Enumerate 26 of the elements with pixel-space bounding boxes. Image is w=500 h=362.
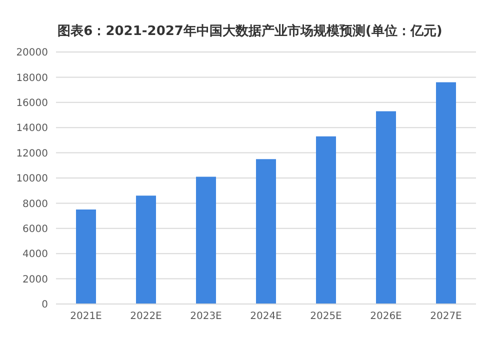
y-tick-label: 8000 [22,198,48,210]
y-tick-label: 16000 [16,98,48,109]
y-tick-label: 18000 [16,72,48,84]
y-tick-label: 4000 [22,249,48,260]
bar [256,159,276,304]
bar [76,210,96,304]
bar [196,176,216,304]
bar [436,82,456,304]
bar [376,111,396,304]
x-tick-label: 2022E [130,311,162,322]
bar [316,136,336,304]
bar [136,196,156,304]
x-tick-label: 2021E [70,311,102,322]
x-tick-label: 2023E [190,311,222,322]
y-tick-label: 20000 [16,48,48,59]
x-tick-label: 2027E [430,311,462,322]
x-tick-label: 2026E [370,311,402,322]
x-tick-label: 2025E [310,311,342,322]
y-tick-label: 14000 [16,123,48,134]
y-tick-label: 12000 [16,148,48,160]
chart-title: 图表6：2021-2027年中国大数据产业市场规模预测(单位：亿元) [56,22,444,41]
y-tick-label: 6000 [22,224,48,235]
y-tick-label: 2000 [22,274,48,286]
y-tick-label: 0 [42,300,48,311]
y-tick-label: 10000 [16,174,48,185]
x-tick-label: 2024E [250,311,282,322]
